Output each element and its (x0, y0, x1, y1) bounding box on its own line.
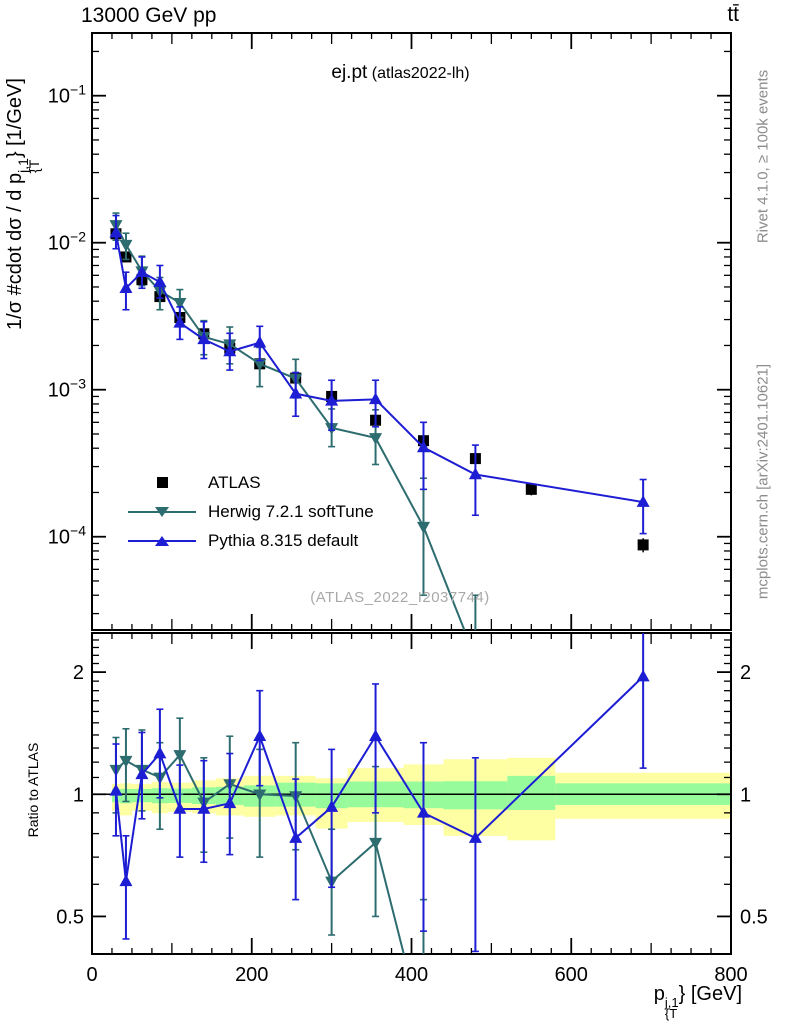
green-band-bin (507, 775, 556, 810)
data-marker (369, 729, 383, 742)
data-marker (416, 521, 430, 534)
x-tick-label: 0 (86, 964, 97, 986)
legend-item-herwig: Herwig 7.2.1 softTune (126, 497, 374, 526)
data-marker (135, 265, 149, 278)
x-tick-label: 400 (395, 964, 428, 986)
data-marker (636, 669, 650, 682)
rivet-version-note: Rivet 4.1.0, ≥ 100k events (754, 69, 772, 244)
y-tick-label: 10−1 (48, 82, 86, 108)
data-marker (253, 359, 267, 371)
data-marker (469, 653, 482, 665)
ratio-tick-label-right: 1 (740, 784, 751, 806)
data-marker (325, 393, 339, 406)
data-marker (369, 433, 383, 445)
herwig-marker-icon (126, 502, 198, 522)
process-title: tt̄ (727, 3, 739, 26)
data-marker (119, 755, 133, 768)
data-marker (153, 746, 167, 759)
pythia-line (114, 232, 644, 504)
data-marker (119, 874, 133, 887)
observable-title: ej.pt (atlas2022-lh) (81, 62, 720, 84)
x-axis-label: p j,1 {T} [GeV] (653, 983, 742, 1021)
data-marker (289, 831, 303, 843)
legend-item-pythia: Pythia 8.315 default (126, 526, 374, 555)
ratio-tick-label-left: 0.5 (56, 906, 84, 928)
data-marker (253, 729, 267, 742)
analysis-watermark: (ATLAS_2022_I2037744) (310, 589, 490, 606)
data-marker (173, 298, 187, 310)
y-axis-supsub: j,1 {T (15, 158, 42, 173)
data-marker (173, 315, 187, 328)
data-marker (253, 789, 267, 802)
data-marker (369, 837, 383, 850)
y-axis-label-prefix: 1/σ #cdot dσ / d p (4, 172, 26, 330)
y-axis-label-main: 1/σ #cdot dσ / d p j,1 {T} [1/GeV] (4, 4, 42, 404)
mcplots-credit-note: mcplots.cern.ch [arXiv:2401.10621] (754, 363, 772, 600)
legend-label-herwig: Herwig 7.2.1 softTune (208, 501, 374, 521)
data-marker (369, 392, 383, 405)
data-marker (416, 805, 430, 818)
data-marker (197, 332, 211, 345)
pythia-main-series (109, 214, 650, 535)
data-marker (253, 335, 267, 348)
beam-energy-title: 13000 GeV pp (81, 4, 217, 27)
ratio-tick-label-left: 2 (73, 662, 84, 684)
data-marker (223, 344, 237, 357)
data-marker (109, 783, 123, 796)
pythia-marker-icon (126, 531, 198, 551)
ratio-tick-label-left: 1 (73, 784, 84, 806)
legend-label-atlas: ATLAS (208, 472, 261, 492)
data-marker (109, 225, 123, 238)
data-marker (119, 281, 133, 294)
x-tick-label: 800 (714, 964, 747, 986)
observable-name: ej.pt (331, 62, 368, 83)
data-marker (223, 796, 237, 809)
data-marker (289, 386, 303, 399)
ratio-tick-label-right: 2 (740, 662, 751, 684)
data-marker (135, 767, 149, 780)
x-axis-supsub: j,1 {T (664, 995, 679, 1021)
y-tick-label: 10−4 (48, 523, 86, 549)
axes-frames (91, 32, 732, 955)
data-marker (197, 801, 211, 814)
legend-item-atlas: ATLAS (126, 468, 374, 497)
data-marker (119, 239, 133, 252)
atlas-marker-icon (126, 473, 198, 493)
data-marker (153, 275, 167, 287)
y-tick-label: 10−2 (48, 229, 86, 255)
ratio-tick-label-right: 0.5 (740, 906, 768, 928)
pythia-ratio-series (109, 633, 650, 953)
legend-label-pythia: Pythia 8.315 default (208, 530, 359, 550)
data-marker (173, 801, 187, 814)
data-marker (637, 539, 649, 551)
data-marker (173, 750, 187, 762)
data-marker (468, 831, 482, 843)
data-marker (416, 440, 430, 453)
x-tick-label: 600 (555, 964, 588, 986)
legend: ATLAS Herwig 7.2.1 softTune Pythia 8.315… (126, 468, 374, 555)
x-axis-label-suffix: } [GeV] (678, 983, 742, 1005)
y-axis-label-ratio: Ratio to ATLAS (25, 742, 41, 838)
data-marker (468, 467, 482, 480)
y-tick-label: 10−3 (48, 376, 86, 402)
analysis-tag: (atlas2022-lh) (371, 65, 470, 82)
x-tick-label: 200 (235, 964, 268, 986)
data-marker (636, 495, 650, 507)
y-axis-label-suffix: } [1/GeV] (4, 78, 26, 159)
data-marker (525, 483, 537, 495)
pythia-line (114, 675, 644, 882)
data-marker (325, 800, 339, 812)
x-axis-label-prefix: p (653, 983, 665, 1005)
